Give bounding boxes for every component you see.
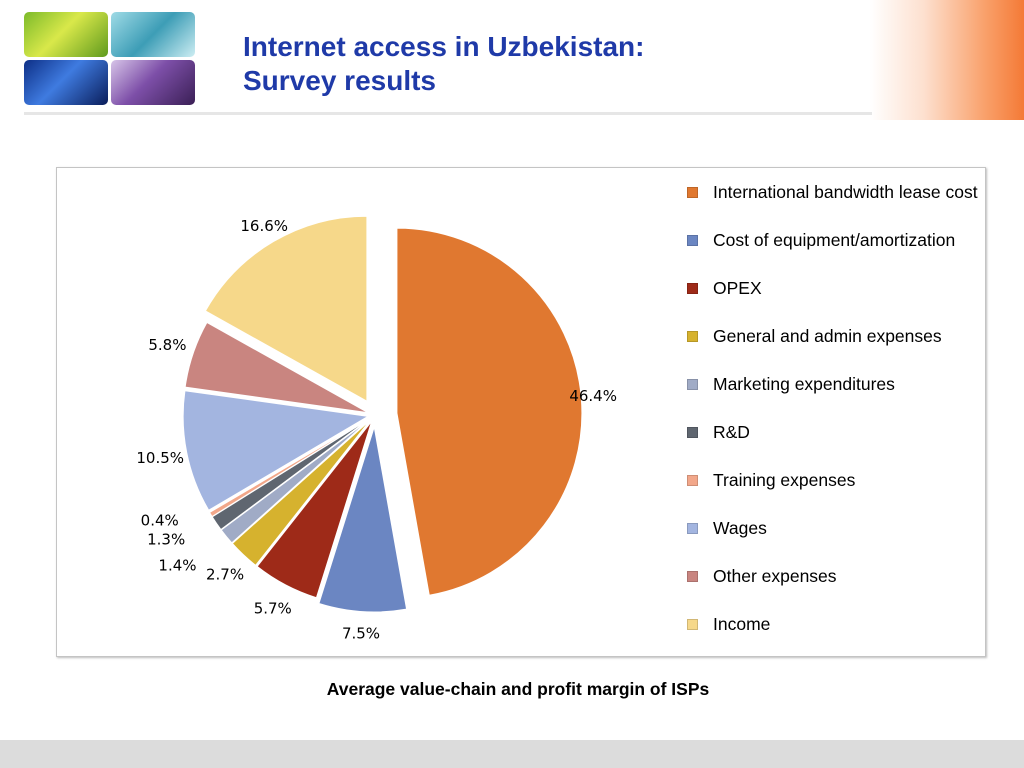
logo-tile-fiber [24, 60, 108, 105]
pie-data-label-r-d: 1.3% [147, 531, 185, 549]
pie-slice-cost-of-equipment-amortization [318, 426, 408, 613]
header-logo [24, 12, 196, 106]
legend-swatch-international-bandwidth-lease-cost [687, 187, 698, 198]
pie-slice-opex [256, 420, 373, 599]
legend-swatch-income [687, 619, 698, 630]
legend-swatch-wages [687, 523, 698, 534]
legend-label-marketing-expenditures: Marketing expenditures [713, 374, 895, 394]
page-title-line2: Survey results [243, 65, 436, 96]
pie-data-label-training-expenses: 0.4% [141, 512, 179, 530]
legend-label-cost-of-equipment-amortization: Cost of equipment/amortization [713, 230, 956, 250]
page-title-line1: Internet access in Uzbekistan: [243, 31, 645, 62]
pie-data-label-income: 16.6% [240, 217, 288, 235]
pie-slice-training-expenses [208, 418, 370, 518]
legend-swatch-cost-of-equipment-amortization [687, 235, 698, 246]
pie-slice-general-and-admin-expenses [231, 419, 371, 567]
pie-data-label-marketing-expenditures: 1.4% [158, 557, 196, 575]
page-title: Internet access in Uzbekistan: Survey re… [243, 30, 644, 98]
pie-data-label-international-bandwidth-lease-cost: 46.4% [569, 387, 617, 405]
legend-label-training-expenses: Training expenses [713, 470, 856, 490]
legend-swatch-r-d [687, 427, 698, 438]
legend-swatch-other-expenses [687, 571, 698, 582]
legend-label-international-bandwidth-lease-cost: International bandwidth lease cost [713, 182, 978, 202]
legend-label-income: Income [713, 614, 771, 634]
legend-swatch-marketing-expenditures [687, 379, 698, 390]
legend-swatch-general-and-admin-expenses [687, 331, 698, 342]
pie-data-label-other-expenses: 5.8% [148, 336, 186, 354]
pie-data-label-general-and-admin-expenses: 2.7% [206, 566, 244, 584]
pie-data-label-cost-of-equipment-amortization: 7.5% [342, 625, 380, 643]
legend-label-wages: Wages [713, 518, 767, 538]
legend-label-opex: OPEX [713, 278, 762, 298]
pie-data-label-wages: 10.5% [136, 449, 184, 467]
chart-caption: Average value-chain and profit margin of… [326, 679, 710, 699]
legend-swatch-training-expenses [687, 475, 698, 486]
logo-tile-keyboard [111, 12, 195, 57]
pie-data-label-opex: 5.7% [254, 600, 292, 618]
logo-tile-green [24, 12, 108, 57]
header-gradient-decoration [870, 0, 1024, 120]
legend-label-other-expenses: Other expenses [713, 566, 837, 586]
legend-label-general-and-admin-expenses: General and admin expenses [713, 326, 942, 346]
pie-slice-other-expenses [184, 321, 369, 414]
legend-label-r-d: R&D [713, 422, 750, 442]
pie-slice-wages [182, 390, 370, 511]
legend-swatch-opex [687, 283, 698, 294]
header-divider [24, 112, 872, 115]
pie-slice-marketing-expenditures [220, 419, 370, 544]
footer-bar [0, 740, 1024, 768]
pie-slice-income [204, 215, 368, 403]
pie-slice-international-bandwidth-lease-cost [396, 227, 583, 596]
logo-tile-people [111, 60, 195, 105]
